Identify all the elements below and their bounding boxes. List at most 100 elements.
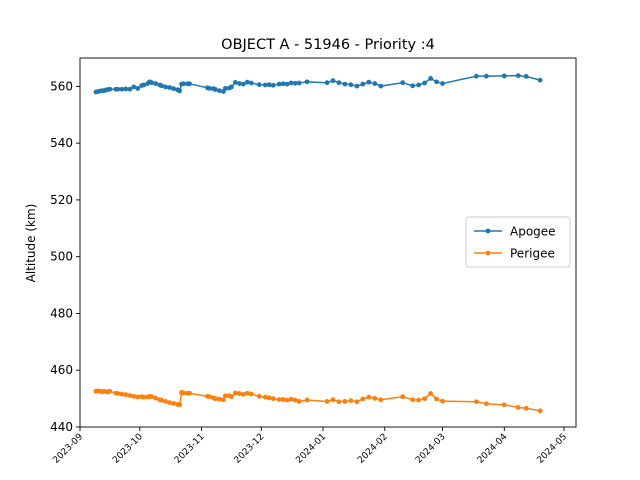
apogee-data-point [410, 83, 416, 89]
legend-perigee-marker [485, 250, 491, 256]
perigee-data-point [266, 395, 272, 401]
perigee-data-point [292, 397, 298, 403]
y-tick-label: 480 [50, 306, 73, 320]
y-tick-label: 440 [50, 420, 73, 434]
apogee-data-point [280, 81, 286, 87]
apogee-data-point [336, 80, 342, 86]
apogee-data-point [378, 83, 384, 89]
apogee-data-point [177, 88, 183, 94]
perigee-data-point [119, 391, 125, 397]
axes-frame [79, 57, 577, 428]
perigee-data-point [131, 393, 137, 399]
apogee-data-point [119, 86, 125, 92]
apogee-data-point [400, 80, 406, 86]
perigee-data-point [276, 397, 282, 402]
perigee-data-point [228, 394, 234, 400]
apogee-data-point [537, 77, 543, 83]
apogee-data-point [262, 82, 268, 88]
apogee-data-point [440, 81, 445, 86]
apogee-data-point [135, 85, 141, 91]
perigee-data-point [163, 399, 169, 404]
y-tick-label: 560 [50, 79, 73, 93]
apogee-data-point [232, 80, 238, 85]
apogee-data-point [348, 82, 354, 88]
legend: Apogee Perigee [465, 216, 571, 268]
apogee-data-point [256, 82, 262, 88]
apogee-data-point [236, 81, 242, 86]
apogee-data-point [434, 79, 439, 85]
apogee-data-point [141, 82, 147, 88]
perigee-data-point [410, 397, 416, 403]
apogee-data-point [223, 85, 228, 91]
legend-box [465, 216, 571, 268]
perigee-data-point [537, 408, 543, 414]
perigee-data-point [171, 401, 177, 406]
apogee-data-point [324, 80, 330, 86]
perigee-data-point [270, 396, 276, 402]
apogee-data-point [107, 86, 113, 92]
perigee-data-point [324, 399, 330, 404]
perigee-data-point [336, 399, 342, 405]
perigee-data-point [288, 396, 294, 402]
perigee-data-point [232, 390, 238, 396]
apogee-data-point [187, 81, 192, 87]
perigee-data-point [141, 394, 147, 400]
apogee-data-point [171, 86, 177, 92]
perigee-data-point [416, 397, 422, 403]
perigee-data-point [236, 391, 242, 396]
apogee-data-point [372, 81, 378, 86]
perigee-data-point [342, 399, 348, 404]
perigee-data-point [296, 399, 302, 404]
y-tick-label: 500 [50, 250, 73, 264]
perigee-data-point [262, 394, 268, 400]
apogee-data-point [428, 76, 433, 81]
perigee-data-point [304, 397, 310, 403]
perigee-data-point [153, 395, 159, 401]
apogee-data-point [228, 84, 234, 90]
perigee-data-point [167, 400, 173, 405]
perigee-data-point [135, 394, 141, 400]
perigee-data-point [422, 396, 428, 402]
apogee-data-point [159, 83, 165, 89]
apogee-data-point [207, 85, 212, 91]
apogee-data-point [266, 82, 272, 88]
perigee-data-point [400, 394, 406, 400]
y-tick-label: 520 [50, 193, 73, 207]
y-tick-label: 540 [50, 136, 73, 150]
apogee-data-point [217, 88, 222, 94]
perigee-data-point [213, 396, 218, 402]
apogee-data-point [115, 86, 121, 92]
perigee-data-point [149, 394, 155, 400]
perigee-data-point [256, 393, 262, 399]
perigee-data-point [181, 390, 186, 396]
perigee-data-point [483, 401, 489, 407]
apogee-data-point [167, 85, 173, 90]
apogee-data-point [360, 81, 366, 87]
apogee-data-point [304, 79, 310, 85]
apogee-data-point [501, 73, 507, 79]
apogee-data-point [292, 80, 298, 86]
perigee-data-point [223, 393, 228, 399]
apogee-data-point [515, 73, 521, 78]
perigee-data-point [107, 388, 113, 394]
legend-apogee-marker [485, 228, 491, 234]
perigee-data-point [284, 397, 290, 403]
perigee-data-point [330, 397, 336, 403]
apogee-data-point [284, 81, 290, 87]
apogee-data-point [244, 79, 250, 85]
perigee-data-point [360, 396, 366, 402]
apogee-data-point [276, 81, 282, 87]
apogee-data-point [213, 87, 218, 92]
apogee-data-point [163, 84, 169, 90]
apogee-data-point [288, 80, 294, 86]
apogee-data-point [523, 74, 529, 79]
perigee-data-point [378, 397, 384, 403]
apogee-data-point [240, 81, 246, 87]
apogee-data-point [474, 73, 479, 79]
legend-perigee-label: Perigee [510, 247, 555, 261]
apogee-data-point [296, 80, 302, 86]
perigee-data-point [354, 399, 360, 405]
perigee-data-point [428, 391, 433, 396]
apogee-data-point [270, 82, 276, 88]
